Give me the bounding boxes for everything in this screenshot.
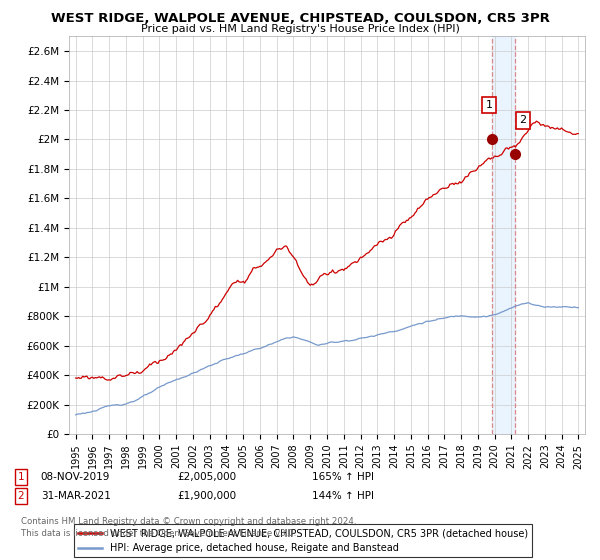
- Text: Price paid vs. HM Land Registry's House Price Index (HPI): Price paid vs. HM Land Registry's House …: [140, 24, 460, 34]
- Legend: WEST RIDGE, WALPOLE AVENUE, CHIPSTEAD, COULSDON, CR5 3PR (detached house), HPI: : WEST RIDGE, WALPOLE AVENUE, CHIPSTEAD, C…: [74, 524, 532, 557]
- Text: 144% ↑ HPI: 144% ↑ HPI: [312, 491, 374, 501]
- Text: 2: 2: [520, 115, 527, 125]
- Text: 2: 2: [17, 491, 25, 501]
- Text: 08-NOV-2019: 08-NOV-2019: [41, 472, 110, 482]
- Text: 165% ↑ HPI: 165% ↑ HPI: [312, 472, 374, 482]
- Text: WEST RIDGE, WALPOLE AVENUE, CHIPSTEAD, COULSDON, CR5 3PR: WEST RIDGE, WALPOLE AVENUE, CHIPSTEAD, C…: [50, 12, 550, 25]
- Text: 1: 1: [486, 100, 493, 110]
- Text: Contains HM Land Registry data © Crown copyright and database right 2024.
This d: Contains HM Land Registry data © Crown c…: [21, 517, 356, 538]
- Text: 1: 1: [17, 472, 25, 482]
- Bar: [492, 36, 515, 434]
- Text: 31-MAR-2021: 31-MAR-2021: [41, 491, 110, 501]
- Text: £1,900,000: £1,900,000: [177, 491, 236, 501]
- Text: £2,005,000: £2,005,000: [177, 472, 236, 482]
